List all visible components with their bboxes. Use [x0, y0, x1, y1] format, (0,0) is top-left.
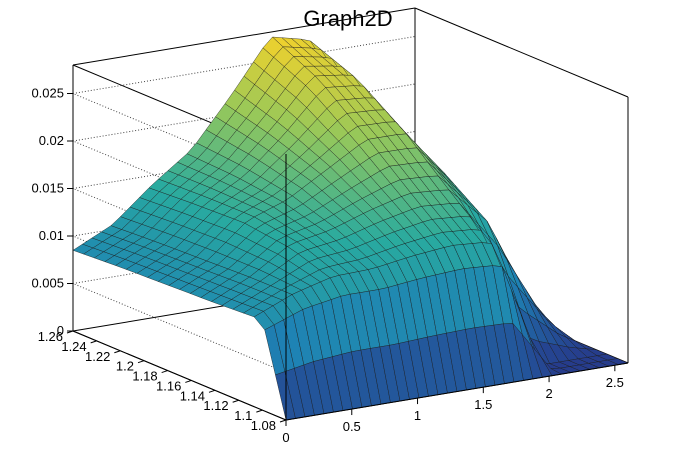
chart-title: Graph2D	[303, 6, 392, 31]
y-tick-mark	[114, 350, 121, 354]
y-tick-mark	[256, 409, 263, 413]
frame-edge	[285, 362, 629, 421]
y-tick-label: 1.18	[132, 369, 157, 384]
y-tick-label: 1.22	[85, 349, 110, 364]
z-tick-label: 0	[57, 323, 64, 338]
y-tick-label: 1.24	[61, 339, 86, 354]
y-tick-label: 1.26	[38, 329, 63, 344]
y-tick-mark	[279, 419, 287, 423]
z-tick-label: 0.025	[31, 86, 64, 101]
y-tick-mark	[232, 399, 239, 403]
x-tick-label: 0.5	[343, 419, 361, 434]
z-tick-label: 0.01	[39, 228, 64, 243]
z-tick-label: 0.005	[31, 276, 64, 291]
y-tick-mark	[90, 340, 97, 344]
y-tick-label: 1.12	[203, 398, 228, 413]
z-tick-label: 0.015	[31, 181, 64, 196]
frame-edge	[72, 330, 287, 421]
frame-front	[72, 154, 629, 421]
grid-line	[72, 188, 287, 278]
grid-line	[72, 36, 416, 94]
x-tick-label: 2.5	[606, 375, 624, 390]
y-tick-mark	[66, 330, 74, 334]
y-tick-label: 1.16	[156, 378, 181, 393]
grid-line	[72, 140, 287, 231]
y-tick-label: 1.14	[180, 388, 205, 403]
x-tick-label: 1	[414, 408, 421, 423]
axis-ticks: 00.0050.010.0150.020.0251.081.11.121.141…	[31, 86, 623, 446]
y-tick-mark	[185, 379, 192, 383]
y-tick-mark	[161, 370, 168, 374]
surface	[72, 36, 629, 421]
frame-edge	[414, 7, 629, 98]
frame-edge	[72, 7, 416, 66]
grid-line	[72, 93, 287, 183]
x-tick-label: 0	[282, 430, 289, 445]
z-tick-label: 0.02	[39, 133, 64, 148]
y-tick-label: 1.08	[251, 418, 276, 433]
y-tick-label: 1.1	[234, 408, 252, 423]
y-tick-mark	[208, 389, 216, 393]
x-tick-label: 1.5	[474, 397, 492, 412]
y-tick-label: 1.2	[116, 359, 134, 374]
grid-line	[72, 283, 287, 373]
x-tick-label: 2	[545, 386, 552, 401]
y-tick-mark	[137, 360, 145, 364]
